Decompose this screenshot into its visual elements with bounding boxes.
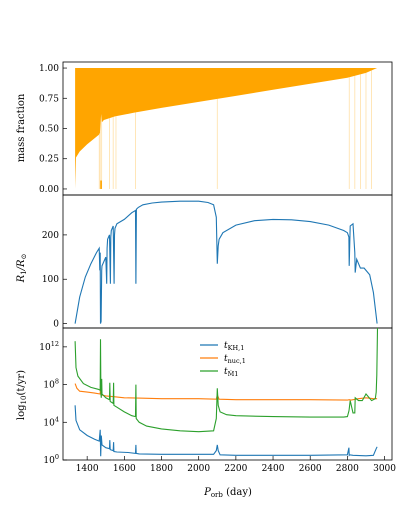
radius-ytick-label: 200 [42,231,59,241]
mass-fraction-ytick-label: 0.00 [39,185,59,195]
timescale-xtick-label: 1400 [76,464,99,474]
timescale-xtick-label: 2200 [224,464,247,474]
mass-fraction-ytick-label: 0.75 [39,94,59,104]
legend-label: tṀ1 [224,367,238,378]
timescale-panel: 100 104 108 1012 1400 1600 1800 2000 2200 2400 26… [16,327,396,499]
radius-ytick-label: 100 [42,275,59,285]
timescale-ylabel: log10(t/yr) [16,370,28,420]
timescale-xtick-label: 2800 [336,464,359,474]
timescale-ytick-label: 100 [43,453,59,466]
radius-ytick-label: 0 [53,320,59,330]
legend-label: tKH,1 [224,341,244,352]
timescale-ytick-label: 1012 [39,340,59,353]
mass-fraction-ytick-label: 0.50 [39,125,59,135]
timescale-xtick-label: 2400 [262,464,285,474]
radius-ylabel: R1/R⊙ [16,253,28,283]
timescale-xtick-label: 1600 [113,464,136,474]
timescale-xtick-label: 3000 [373,464,396,474]
timescale-xtick-label: 1800 [150,464,173,474]
timescale-series-line-2 [74,327,379,433]
timescale-series-line-1 [74,378,378,401]
legend: tKH,1 tnuc,1 tṀ1 [200,341,246,378]
orbital-period-xlabel: Porb (day) [203,487,252,499]
mass-fraction-ytick-label: 0.25 [39,155,59,165]
timescale-xtick-label: 2600 [299,464,322,474]
mass-fraction-ylabel: mass fraction [16,93,27,162]
radius-line [74,200,378,324]
radius-panel: 0 100 200 R1/R⊙ [16,194,393,330]
radius-frame [62,194,393,329]
timescale-xtick-label: 2000 [187,464,210,474]
timescale-frame [62,327,393,461]
legend-label: tnuc,1 [224,354,246,365]
mass-fraction-area [75,68,378,189]
timescale-ytick-label: 104 [43,415,59,428]
timescale-ytick-label: 108 [43,378,59,391]
timescale-series-line-0 [74,405,378,457]
mass-fraction-panel: 0.00 0.25 0.50 0.75 1.00 mass fraction [16,61,393,196]
mass-fraction-ytick-label: 1.00 [39,64,59,74]
